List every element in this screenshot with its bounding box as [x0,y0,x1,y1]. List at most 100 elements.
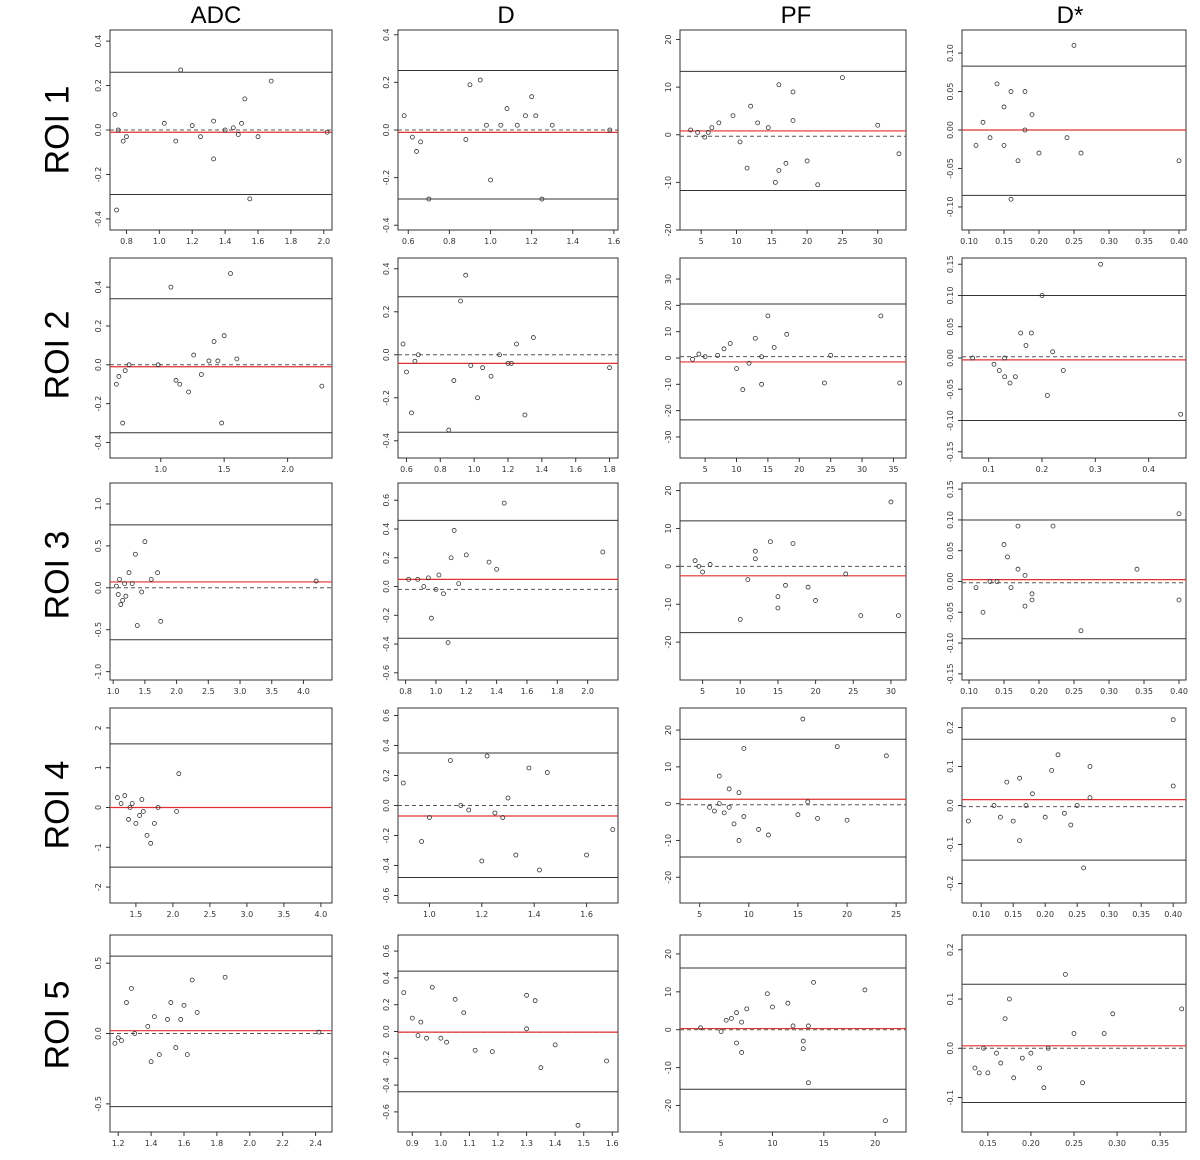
roi-2-d-xtick-label-1: 0.8 [434,465,447,474]
roi-5-dstar-xtick-label-3: 0.30 [1108,1139,1126,1148]
roi-2-d-ytick-label-0: -0.4 [382,433,391,449]
roi-3-pf-ytick-label-0: -20 [664,636,673,649]
roi-2-pf-point-9 [752,335,758,341]
roi-5-dstar-xtick-label-2: 0.25 [1065,1139,1083,1148]
roi-4-dstar-xtick-label-5: 0.35 [1132,910,1150,919]
roi-1-dstar-xtick-label-2: 0.20 [1030,237,1048,246]
roi-2-adc-point-10 [191,352,197,358]
roi-3-adc-point-1 [115,592,121,597]
roi-2-adc-xtick-label-2: 2.0 [281,465,294,474]
roi-4-adc-point-12 [151,821,157,826]
roi-2-pf-point-5 [727,341,733,346]
roi-4-adc-point-9 [140,809,146,814]
roi-2-dstar-point-4 [1002,355,1008,361]
roi-3-d-ytick-label-5: 0.4 [382,523,391,536]
roi-2-pf-point-15 [821,380,827,386]
roi-3-d-ytick-label-2: -0.2 [382,607,391,623]
roi-5-adc-point-12 [173,1045,179,1050]
roi-5-d-ytick-label-0: -0.6 [382,1104,391,1120]
roi-5-pf-point-12 [790,1023,796,1029]
roi-2-adc-point-4 [126,362,132,368]
roi-1-pf-xtick-label-0: 5 [699,237,704,246]
roi-5-d-ytick-label-6: 0.6 [382,945,391,958]
roi-1-dstar-xtick-label-4: 0.30 [1100,237,1118,246]
roi-1-dstar-xtick-label-3: 0.25 [1065,237,1083,246]
roi-5-adc-xtick-label-0: 1.2 [112,1139,125,1148]
roi-3-dstar-point-9 [1022,603,1028,609]
roi-3-pf-point-16 [858,613,864,618]
roi-2-dstar-xtick-label-1: 0.2 [1036,465,1049,474]
roi-1-d-point-13 [523,113,528,119]
roi-4-d-ytick-label-3: 0.0 [382,799,391,812]
roi-3-adc-point-12 [142,539,148,545]
roi-5-d-point-7 [444,1039,449,1045]
roi-3-pf-point-4 [737,616,743,622]
roi-4-dstar-point-5 [1017,775,1022,781]
roi-1-pf-point-14 [776,82,782,88]
roi-2-dstar-point-14 [1098,261,1104,267]
roi-2-adc-point-18 [234,356,240,362]
roi-3-dstar-frame [961,482,1187,681]
roi-3-pf-point-10 [775,605,781,611]
roi-4-d-ytick-label-4: 0.2 [382,769,391,782]
roi-3-pf-xtick-label-0: 5 [700,687,705,696]
roi-5-d-point-3 [418,1019,424,1025]
roi-3-dstar-xtick-label-2: 0.20 [1030,687,1048,696]
roi-1-d-point-15 [533,113,539,119]
roi-1-pf-ytick-label-2: 0 [664,132,673,137]
roi-1-d-xtick-label-3: 1.2 [525,237,538,246]
roi-3-dstar-ytick-label-0: -0.15 [946,663,955,684]
roi-4-adc-point-10 [144,832,150,838]
roi-4-adc-point-7 [137,813,143,818]
roi-5-adc-point-0 [112,1040,118,1046]
roi-3-dstar-point-0 [973,585,979,591]
roi-2-pf-ytick-label-6: 30 [664,274,673,284]
roi-4-pf-xtick-label-1: 10 [744,910,754,919]
roi-5-adc-point-17 [194,1009,200,1015]
roi-5-dstar-point-7 [1006,996,1012,1002]
roi-5-dstar-point-1 [976,1070,982,1076]
roi-5-adc-point-2 [119,1038,124,1043]
roi-1-pf-ytick-label-4: 20 [664,34,673,44]
roi-4-adc-frame [109,707,333,904]
roi-2-adc-ytick-label-1: -0.2 [94,396,103,412]
roi-1-dstar-point-9 [1022,127,1028,133]
roi-3-adc-point-4 [120,597,126,603]
roi-1-adc-xtick-label-4: 1.6 [252,237,265,246]
roi-1-adc-xtick-label-2: 1.2 [186,237,199,246]
roi-2-dstar-point-10 [1039,293,1045,298]
roi-5-adc-point-11 [168,1000,174,1005]
roi-4-dstar-point-14 [1074,803,1080,808]
roi-1-pf-xtick-label-1: 10 [731,237,741,246]
roi-2-pf-point-2 [702,354,708,360]
roi-4-dstar-point-0 [966,818,971,824]
roi-4-dstar-xtick-label-6: 0.40 [1164,910,1182,919]
roi-4-dstar-point-7 [1023,803,1029,808]
roi-4-pf-point-17 [815,815,820,821]
roi-3-adc-point-2 [117,577,122,582]
roi-3-adc-xtick-label-6: 4.0 [297,687,310,696]
roi-5-d-point-16 [552,1042,558,1048]
roi-5-pf-point-15 [806,1080,811,1086]
roi-5-pf-point-1 [718,1029,724,1035]
roi-1-pf-point-20 [840,75,845,81]
roi-2-pf-xtick-label-2: 15 [763,465,773,474]
roi-5-dstar-point-18 [1110,1011,1116,1017]
roi-1-dstar-ytick-label-3: 0.05 [946,83,955,101]
roi-4-d-point-10 [505,795,511,801]
roi-1-d-point-6 [467,82,473,88]
roi-1-adc-xtick-label-0: 0.8 [120,237,133,246]
roi-2-d-ytick-label-1: -0.2 [382,390,391,406]
panel-roi-3-pf: 5 10 15 20 25 30 -20 -10 0 10 20 [664,482,907,696]
roi-5-d-point-15 [538,1065,544,1071]
roi-4-pf-point-7 [731,821,737,827]
roi-4-adc-xtick-label-4: 3.5 [278,910,291,919]
roi-1-pf-point-2 [702,134,708,140]
roi-3-d-point-1 [415,576,421,582]
roi-3-dstar-point-15 [1134,566,1140,572]
roi-4-dstar-ytick-label-0: -0.2 [946,876,955,892]
roi-4-pf-point-4 [721,810,727,816]
roi-1-pf-point-18 [804,158,810,164]
roi-5-adc-xtick-label-1: 1.4 [145,1139,158,1148]
